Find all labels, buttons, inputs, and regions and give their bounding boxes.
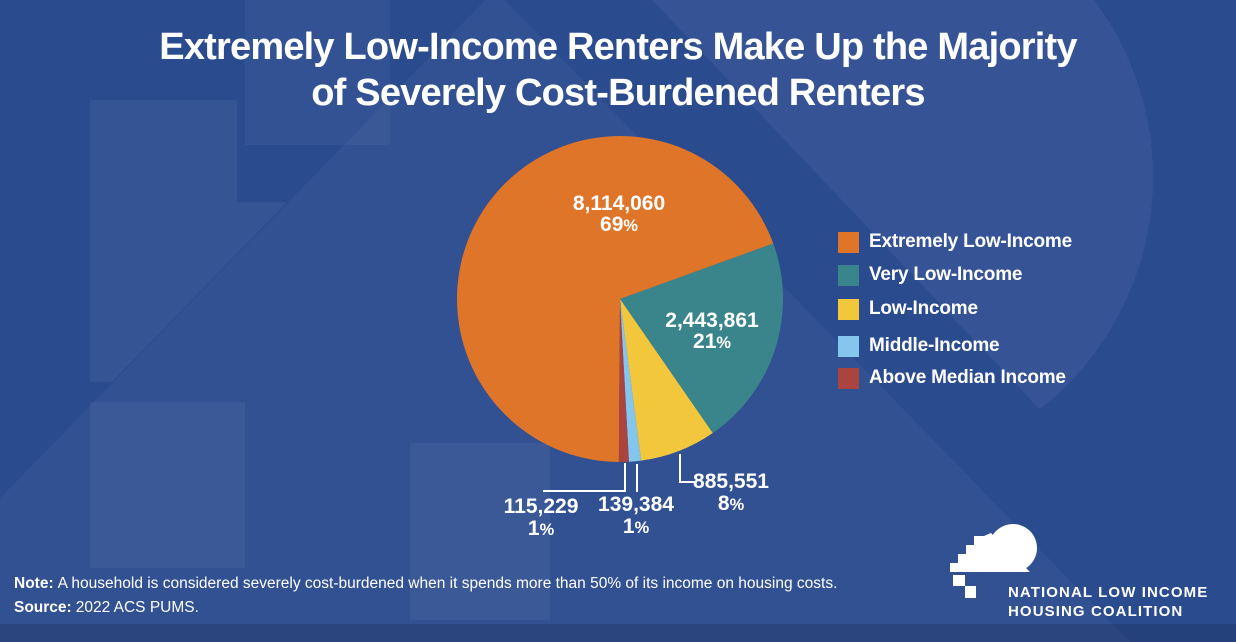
- legend-swatch-icon: [838, 298, 859, 320]
- slice-label-middle-income: 139,384 1%: [598, 494, 674, 539]
- watermark-bottom-strip: [0, 624, 1236, 642]
- slice-percent: 8%: [717, 491, 745, 515]
- slice-value: 2,443,861: [665, 309, 759, 332]
- percent-sign: %: [716, 333, 731, 352]
- note-text: Note: A household is considered severely …: [14, 575, 838, 592]
- pie-slice-very-low-income: [620, 243, 783, 434]
- pie-chart-svg: [457, 136, 783, 463]
- legend-swatch-icon: [838, 367, 859, 389]
- chart-legend: Extremely Low-Income Very Low-Income Low…: [838, 231, 1098, 391]
- watermark-step-square-1: [90, 202, 287, 382]
- legend-swatch-icon: [838, 231, 859, 253]
- nlihc-logo-line1: NATIONAL LOW INCOME: [1008, 584, 1209, 601]
- slice-value: 139,384: [598, 493, 674, 516]
- percent-sign: %: [539, 520, 555, 539]
- percent-sign: %: [729, 495, 745, 514]
- percent-sign: %: [623, 216, 638, 235]
- source-text: Source: 2022 ACS PUMS.: [14, 599, 199, 616]
- pie-chart: [457, 136, 783, 463]
- legend-swatch-icon: [838, 335, 859, 357]
- nlihc-logo-line2: HOUSING COALITION: [1008, 602, 1184, 620]
- chart-title-line1: Extremely Low-Income Renters Make Up the…: [159, 26, 1077, 68]
- leader-line-above-median-income: [543, 463, 626, 492]
- legend-label: Middle-Income: [869, 335, 1000, 356]
- slice-value: 115,229: [503, 495, 579, 518]
- chart-title-line2: of Severely Cost-Burdened Renters: [311, 72, 925, 114]
- legend-label: Low-Income: [869, 298, 978, 319]
- percent-sign: %: [634, 518, 650, 537]
- legend-item-middle-income: Middle-Income: [838, 335, 1000, 357]
- slice-label-extremely-low-income: 8,114,060 69%: [572, 192, 666, 236]
- legend-label: Extremely Low-Income: [869, 231, 1072, 252]
- pie-slice-middle-income: [620, 299, 642, 462]
- legend-item-very-low-income: Very Low-Income: [838, 264, 1022, 286]
- slice-percent: 1%: [622, 514, 650, 538]
- nlihc-logo-text: NATIONAL LOW INCOME HOUSING COALITION: [1008, 584, 1208, 621]
- legend-item-extremely-low-income: Extremely Low-Income: [838, 231, 1072, 253]
- pie-slice-above-median-income: [618, 299, 629, 463]
- chart-title: Extremely Low-Income Renters Make Up the…: [0, 24, 1236, 116]
- legend-label: Very Low-Income: [869, 264, 1023, 285]
- legend-item-low-income: Low-Income: [838, 298, 978, 320]
- slice-label-low-income: 885,551 8%: [693, 471, 769, 516]
- slice-percent: 21%: [693, 329, 731, 353]
- legend-label: Above Median Income: [869, 367, 1066, 388]
- source-label: Source:: [14, 599, 72, 616]
- slice-label-very-low-income: 2,443,861 21%: [665, 309, 759, 353]
- slice-percent: 69%: [600, 212, 638, 236]
- nlihc-house-logo-icon: [950, 524, 1037, 598]
- pie-slice-extremely-low-income: [457, 136, 774, 463]
- slice-value: 885,551: [693, 470, 769, 493]
- slice-percent: 1%: [527, 516, 555, 540]
- watermark-step-square-2: [90, 402, 245, 568]
- legend-swatch-icon: [838, 264, 859, 286]
- legend-item-above-median-income: Above Median Income: [838, 367, 1066, 389]
- note-label: Note:: [14, 575, 54, 592]
- slice-label-above-median-income: 115,229 1%: [504, 496, 579, 541]
- pie-slice-low-income: [620, 299, 713, 461]
- slice-value: 8,114,060: [572, 192, 666, 215]
